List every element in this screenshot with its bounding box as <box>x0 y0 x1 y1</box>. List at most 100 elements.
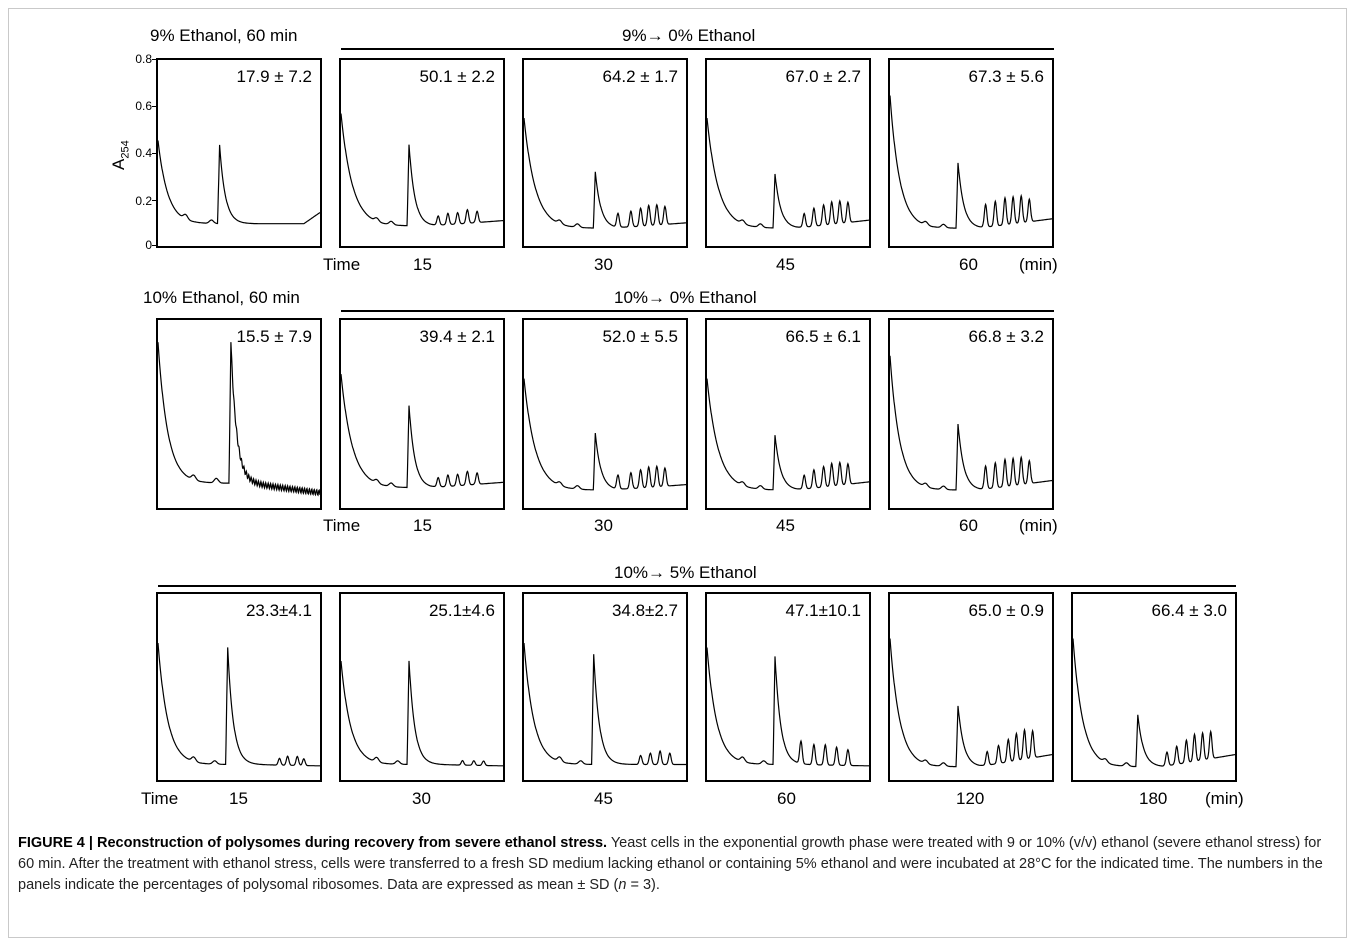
absorbance-trace <box>524 117 686 229</box>
absorbance-trace <box>158 140 320 225</box>
polysome-percentage: 66.8 ± 3.2 <box>968 327 1045 346</box>
row2-group-rule <box>341 310 1054 312</box>
polysome-percentage: 47.1±10.1 <box>785 601 861 620</box>
profile-panel: 39.4 ± 2.1 <box>339 318 505 510</box>
polysome-profile-plot <box>158 140 320 225</box>
polysome-profile-plot <box>341 660 503 767</box>
polysome-profile-plot <box>707 117 869 229</box>
polysome-profile-plot <box>890 95 1052 229</box>
profile-panel: 23.3±4.1 <box>156 592 322 782</box>
absorbance-trace <box>707 117 869 229</box>
time-label: 30 <box>594 255 613 274</box>
time-label: 120 <box>956 789 985 808</box>
time-label: Time <box>141 789 179 808</box>
profile-panel: 15.5 ± 7.9 <box>156 318 322 510</box>
row2-group-label: 10%→ 0% Ethanol <box>614 288 757 307</box>
polysome-percentage: 66.4 ± 3.0 <box>1151 601 1228 620</box>
caption-body: Yeast cells in the exponential growth ph… <box>18 835 1323 893</box>
absorbance-trace <box>341 113 503 227</box>
polysome-profile-plot <box>890 638 1052 768</box>
time-label: 30 <box>594 516 613 535</box>
polysome-percentage: 23.3±4.1 <box>245 601 312 620</box>
profile-panel: 25.1±4.6 <box>339 592 505 782</box>
profile-panel: 64.2 ± 1.7 <box>522 58 688 248</box>
time-label: 45 <box>594 789 613 808</box>
polysome-profile-plot <box>707 378 869 491</box>
y-tick-label: 0.8 <box>135 52 152 66</box>
time-label: 15 <box>229 789 248 808</box>
profile-panel: 66.5 ± 6.1 <box>705 318 871 510</box>
row1-group-label: 9%→ 0% Ethanol <box>622 26 756 45</box>
polysome-percentage: 67.3 ± 5.6 <box>968 67 1045 86</box>
time-label: Time <box>323 255 361 274</box>
row2-left-label: 10% Ethanol, 60 min <box>143 288 300 307</box>
y-tick-mark <box>152 59 158 60</box>
absorbance-trace <box>707 378 869 491</box>
time-unit-label: (min) <box>1019 516 1058 535</box>
y-tick-mark <box>152 245 158 246</box>
polysome-percentage: 50.1 ± 2.2 <box>419 67 496 86</box>
absorbance-trace <box>890 95 1052 229</box>
row1-left-label: 9% Ethanol, 60 min <box>150 26 298 45</box>
profile-panel: 34.8±2.7 <box>522 592 688 782</box>
time-label: 15 <box>413 516 432 535</box>
polysome-profile-plot <box>158 642 320 767</box>
time-unit-label: (min) <box>1019 255 1058 274</box>
y-tick-label: 0 <box>145 238 152 252</box>
absorbance-trace <box>341 660 503 767</box>
polysome-percentage: 64.2 ± 1.7 <box>602 67 679 86</box>
time-label: 60 <box>777 789 796 808</box>
profile-panel: 66.8 ± 3.2 <box>888 318 1054 510</box>
polysome-percentage: 39.4 ± 2.1 <box>419 327 496 346</box>
caption-title: FIGURE 4 | Reconstruction of polysomes d… <box>18 835 608 851</box>
y-tick-label: 0.2 <box>135 194 152 208</box>
absorbance-trace <box>890 638 1052 768</box>
absorbance-trace <box>341 374 503 489</box>
absorbance-trace <box>158 642 320 767</box>
polysome-profile-plot <box>890 355 1052 491</box>
profile-panel: 65.0 ± 0.9 <box>888 592 1054 782</box>
polysome-profile-plot <box>524 378 686 491</box>
time-label: 45 <box>776 516 795 535</box>
polysome-percentage: 15.5 ± 7.9 <box>236 327 313 346</box>
polysome-percentage: 17.9 ± 7.2 <box>236 67 313 86</box>
y-tick-mark <box>152 153 158 154</box>
profile-panel: 47.1±10.1 <box>705 592 871 782</box>
time-label: 60 <box>959 255 978 274</box>
y-tick-label: 0.4 <box>135 146 152 160</box>
figure-caption: FIGURE 4 | Reconstruction of polysomes d… <box>18 833 1338 896</box>
y-tick-mark <box>152 106 158 107</box>
absorbance-trace <box>158 342 320 497</box>
polysome-percentage: 52.0 ± 5.5 <box>602 327 679 346</box>
time-label: 30 <box>412 789 431 808</box>
time-label: 180 <box>1139 789 1168 808</box>
time-label: 45 <box>776 255 795 274</box>
absorbance-trace <box>707 647 869 767</box>
y-tick-mark <box>152 200 158 201</box>
polysome-percentage: 65.0 ± 0.9 <box>968 601 1045 620</box>
absorbance-trace <box>524 378 686 491</box>
row3-group-label: 10%→ 5% Ethanol <box>614 563 757 582</box>
polysome-profile-plot <box>707 647 869 767</box>
time-label: Time <box>323 516 361 535</box>
profile-panel: 67.3 ± 5.6 <box>888 58 1054 248</box>
polysome-percentage: 67.0 ± 2.7 <box>785 67 862 86</box>
polysome-percentage: 25.1±4.6 <box>428 601 495 620</box>
y-tick-label: 0.6 <box>135 99 152 113</box>
row3-group-rule <box>158 585 1236 587</box>
polysome-profile-plot <box>1073 638 1235 768</box>
profile-panel: 50.1 ± 2.2 <box>339 58 505 248</box>
profile-panel: 66.4 ± 3.0 <box>1071 592 1237 782</box>
polysome-profile-plot <box>158 342 320 497</box>
absorbance-trace <box>890 355 1052 491</box>
polysome-profile-plot <box>341 374 503 489</box>
polysome-profile-plot <box>524 642 686 766</box>
polysome-percentage: 34.8±2.7 <box>611 601 678 620</box>
figure-frame <box>8 8 1347 938</box>
polysome-percentage: 66.5 ± 6.1 <box>785 327 862 346</box>
row1-group-rule <box>341 48 1054 50</box>
polysome-profile-plot <box>341 113 503 227</box>
absorbance-trace <box>1073 638 1235 768</box>
polysome-profile-plot <box>524 117 686 229</box>
time-label: 15 <box>413 255 432 274</box>
